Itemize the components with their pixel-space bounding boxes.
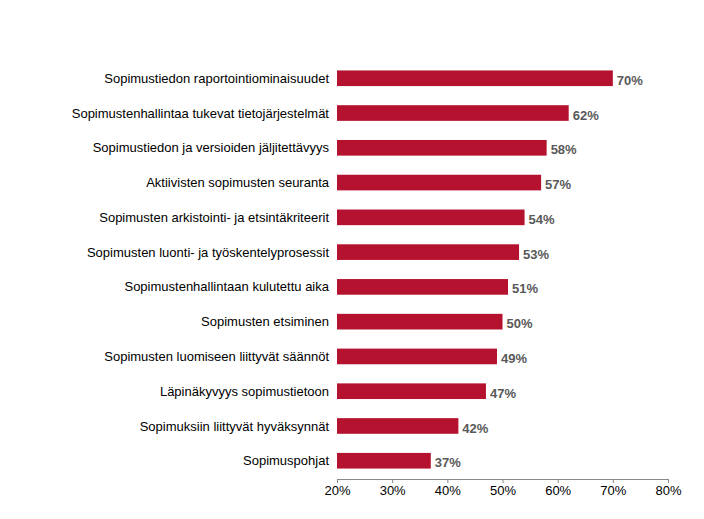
category-label: Sopimustiedon raportointiominaisuudet [104,71,329,86]
category-label: Sopimuspohjat [243,453,329,468]
bar [337,279,508,295]
category-label: Läpinäkyvyys sopimustietoon [160,384,329,399]
chart: Sopimustiedon raportointiominaisuudet Sop… [0,0,704,519]
tick-label: 70% [600,483,626,498]
tick-label: 50% [490,483,516,498]
bar [337,175,541,191]
bar [337,349,497,365]
category-label: Sopimustenhallintaan kulutettu aika [124,279,329,294]
category-label: Sopimusten arkistointi- ja etsintäkritee… [99,210,329,225]
tick-label: 40% [435,483,461,498]
bars [337,70,613,468]
data-label: 37% [435,455,461,470]
category-labels: Sopimustiedon raportointiominaisuudet Sop… [72,71,330,468]
bar [337,105,569,121]
tick: 80% [655,479,681,498]
tick-label: 20% [324,483,350,498]
bar [337,418,458,434]
category-label: Aktiivisten sopimusten seuranta [146,175,330,190]
x-axis: 20% 30% 40% 50% 60% 70% 80% [324,479,681,498]
data-label: 51% [512,281,538,296]
tick: 60% [545,479,571,498]
bar [337,383,486,399]
tick: 30% [380,479,406,498]
category-label: Sopimustenhallintaa tukevat tietojärjest… [72,106,330,121]
tick: 40% [435,479,461,498]
data-label: 47% [490,386,516,401]
data-label: 42% [462,421,488,436]
data-label: 70% [617,73,643,88]
tick-label: 30% [380,483,406,498]
category-label: Sopimusten luomiseen liittyvät säännöt [104,349,329,364]
data-label: 54% [529,212,555,227]
data-label: 50% [507,316,533,331]
data-label: 62% [573,108,599,123]
bar [337,314,503,330]
bar [337,453,431,469]
category-label: Sopimuksiin liittyvät hyväksynnät [140,419,330,434]
category-label: Sopimustiedon ja versioiden jäljitettävy… [93,140,330,155]
bar [337,210,525,226]
bar [337,70,613,86]
data-label: 53% [523,247,549,262]
tick: 20% [324,479,350,498]
plot: Sopimustiedon raportointiominaisuudet Sop… [72,70,682,498]
data-label: 58% [551,142,577,157]
bar [337,140,547,156]
category-label: Sopimusten etsiminen [201,314,329,329]
tick: 70% [600,479,626,498]
bar [337,244,519,260]
tick-label: 60% [545,483,571,498]
tick-label: 80% [655,483,681,498]
data-label: 57% [545,177,571,192]
category-label: Sopimusten luonti- ja työskentelyprosess… [87,245,329,260]
data-label: 49% [501,351,527,366]
data-labels: 70% 62% 58% 57% 54% 53% 51% 50% 49% 47% 42% 37% [435,73,644,470]
tick: 50% [490,479,516,498]
